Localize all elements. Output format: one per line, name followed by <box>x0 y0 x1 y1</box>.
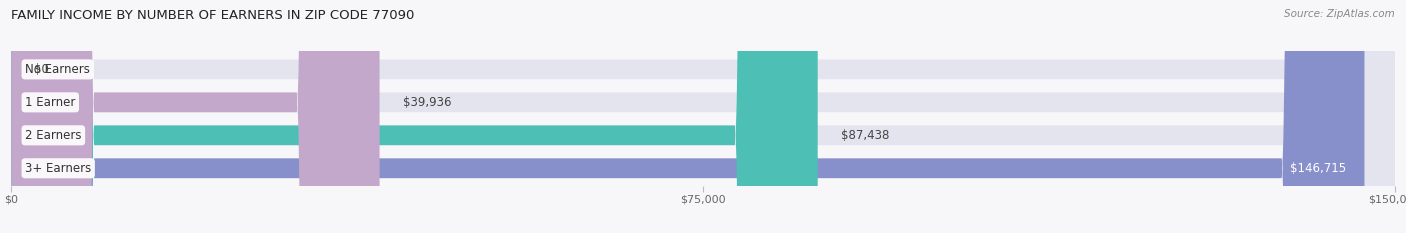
FancyBboxPatch shape <box>11 0 1395 233</box>
Text: 1 Earner: 1 Earner <box>25 96 76 109</box>
Text: 3+ Earners: 3+ Earners <box>25 162 91 175</box>
Text: No Earners: No Earners <box>25 63 90 76</box>
Text: FAMILY INCOME BY NUMBER OF EARNERS IN ZIP CODE 77090: FAMILY INCOME BY NUMBER OF EARNERS IN ZI… <box>11 9 415 22</box>
FancyBboxPatch shape <box>11 0 1395 233</box>
FancyBboxPatch shape <box>11 0 380 233</box>
FancyBboxPatch shape <box>11 0 1395 233</box>
FancyBboxPatch shape <box>11 0 1364 233</box>
Text: Source: ZipAtlas.com: Source: ZipAtlas.com <box>1284 9 1395 19</box>
Text: $39,936: $39,936 <box>402 96 451 109</box>
Text: $146,715: $146,715 <box>1289 162 1346 175</box>
FancyBboxPatch shape <box>11 0 818 233</box>
Text: $87,438: $87,438 <box>841 129 889 142</box>
FancyBboxPatch shape <box>11 0 1395 233</box>
Text: $0: $0 <box>34 63 49 76</box>
Text: 2 Earners: 2 Earners <box>25 129 82 142</box>
